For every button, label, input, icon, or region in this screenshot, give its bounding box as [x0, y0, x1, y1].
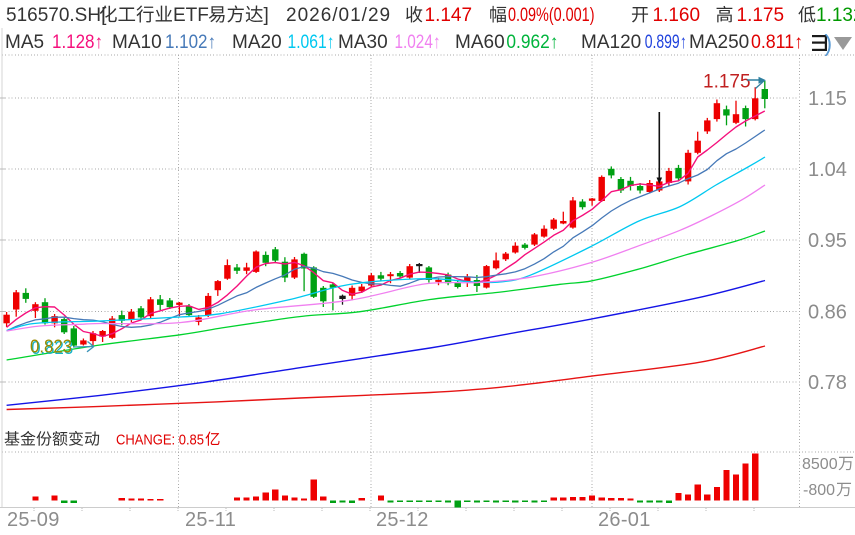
svg-text:0.78: 0.78	[808, 372, 847, 394]
svg-text:1.024↑: 1.024↑	[395, 32, 441, 53]
svg-text:25-09: 25-09	[7, 509, 60, 530]
svg-text:MA20: MA20	[232, 32, 282, 53]
svg-text:1.175: 1.175	[703, 72, 751, 93]
svg-text:MA60: MA60	[455, 32, 505, 53]
svg-text:MA120: MA120	[581, 32, 641, 53]
svg-text:): )	[825, 30, 833, 56]
svg-text:MA250: MA250	[689, 32, 749, 53]
svg-text:1.061↑: 1.061↑	[288, 32, 335, 53]
svg-text:0.86: 0.86	[808, 302, 847, 324]
svg-text:0.95: 0.95	[808, 230, 847, 252]
svg-text:1.175: 1.175	[737, 5, 785, 26]
svg-text:25-11: 25-11	[185, 509, 236, 530]
svg-text:ETF: ETF	[173, 5, 209, 26]
svg-text:]: ]	[264, 5, 269, 26]
svg-text:-800: -800	[803, 482, 835, 499]
svg-text:1.128↑: 1.128↑	[52, 32, 103, 53]
svg-text:1.132: 1.132	[816, 5, 855, 26]
svg-text:MA30: MA30	[338, 32, 388, 53]
svg-text:0.823: 0.823	[31, 338, 73, 358]
svg-text:1.160: 1.160	[653, 5, 701, 26]
svg-text:CHANGE: 0.85: CHANGE: 0.85	[116, 432, 204, 449]
svg-text:8500: 8500	[802, 456, 838, 473]
svg-text:MA5: MA5	[5, 32, 44, 53]
svg-text:516570.SH[: 516570.SH[	[6, 5, 107, 26]
svg-text:1.04: 1.04	[808, 159, 847, 181]
svg-text:0.811↑: 0.811↑	[751, 32, 803, 53]
svg-text:2026/01/29: 2026/01/29	[286, 5, 391, 26]
svg-text:1.102↑: 1.102↑	[165, 32, 216, 53]
svg-text:0.962↑: 0.962↑	[506, 32, 558, 53]
svg-text:0.09%(0.001): 0.09%(0.001)	[508, 5, 595, 26]
svg-text:1.15: 1.15	[808, 88, 847, 110]
svg-text:1.147: 1.147	[425, 5, 473, 26]
svg-text:26-01: 26-01	[598, 509, 651, 530]
svg-text:0.823: 0.823	[30, 337, 72, 357]
svg-text:0.899↑: 0.899↑	[645, 32, 687, 53]
svg-text:MA10: MA10	[112, 32, 162, 53]
svg-text:25-12: 25-12	[376, 509, 429, 530]
